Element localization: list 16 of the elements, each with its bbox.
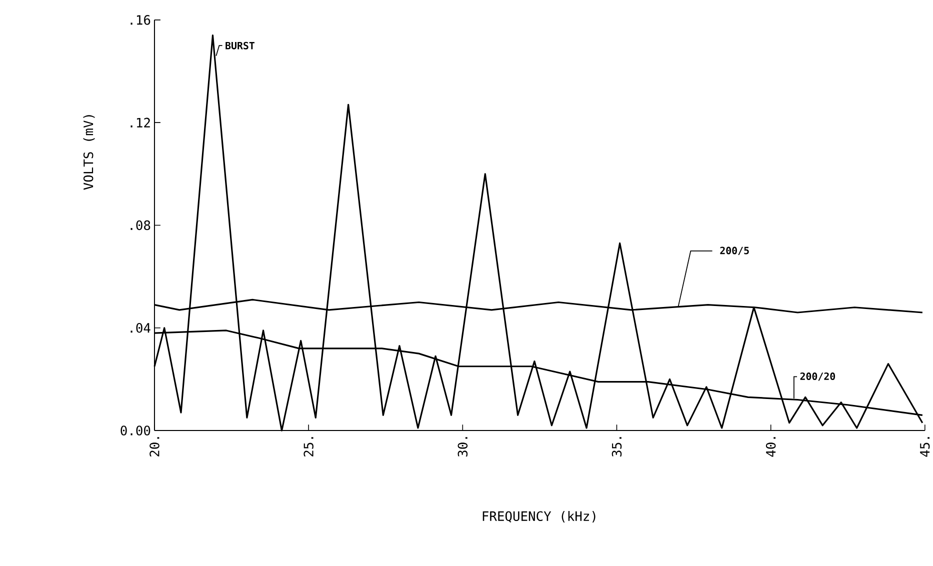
- y-tick-label: .12: [130, 118, 150, 128]
- y-tick-label: 0.00: [120, 426, 150, 436]
- x-tick-label: 30.: [458, 437, 468, 456]
- x-tick-label: 45.: [920, 437, 930, 457]
- y-axis-title: VOLTS (mV): [83, 115, 95, 190]
- y-tick-label: .04: [130, 322, 150, 333]
- legend-label: BURST: [226, 42, 254, 50]
- text: 200/5: [720, 246, 749, 255]
- x-tick-label: 35.: [612, 437, 622, 456]
- x-tick-label: 40.: [766, 437, 776, 457]
- x-axis-title: FREQUENCY (kHz): [482, 510, 596, 522]
- y-tick-label: .08: [130, 220, 150, 230]
- x-tick-label: 20.: [150, 437, 160, 456]
- x-tick-label: 25.: [304, 437, 314, 456]
- y-tick-label: .16: [130, 15, 150, 25]
- series-label: 200/20: [800, 372, 836, 381]
